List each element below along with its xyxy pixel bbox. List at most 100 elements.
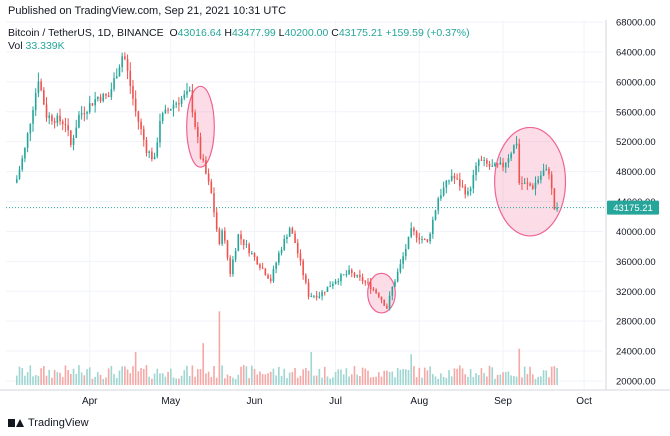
candle-body xyxy=(345,274,348,276)
volume-bar xyxy=(307,370,310,385)
candle-body xyxy=(456,178,458,180)
candle-body xyxy=(556,207,558,210)
candle-body xyxy=(361,277,364,282)
candle-body xyxy=(318,296,321,298)
candle-body xyxy=(94,99,96,106)
y-tick-label: 28000.00 xyxy=(616,317,656,328)
volume-bar xyxy=(496,374,499,385)
volume-bar xyxy=(105,377,107,385)
candle-body xyxy=(321,291,323,297)
volume-bar xyxy=(207,371,210,385)
volume-bar xyxy=(80,372,83,385)
volume-bar xyxy=(269,371,272,385)
volume-bar xyxy=(402,368,404,385)
y-tick-label: 48000.00 xyxy=(616,167,656,178)
volume-bar xyxy=(534,378,537,385)
candle-body xyxy=(186,91,188,95)
candle-body xyxy=(299,253,302,261)
volume-bar xyxy=(529,366,531,385)
volume-bar xyxy=(278,366,280,385)
brand-name: TradingView xyxy=(28,417,89,429)
published-text: Published on TradingView.com, Sep 21, 20… xyxy=(8,5,287,17)
candle-body xyxy=(380,296,383,301)
volume-bar xyxy=(377,372,380,385)
candle-body xyxy=(26,133,29,148)
volume-bar xyxy=(483,373,485,385)
candle-body xyxy=(137,111,140,122)
y-tick-label: 36000.00 xyxy=(616,257,656,268)
volume-bar xyxy=(521,377,523,385)
volume-bar xyxy=(43,366,45,385)
y-tick-label: 40000.00 xyxy=(616,227,656,238)
volume-bar xyxy=(215,377,218,385)
tradingview-logo[interactable]: TradingView xyxy=(8,417,89,429)
volume-bar xyxy=(548,377,550,385)
candle-body xyxy=(515,143,518,146)
candle-body xyxy=(24,147,26,159)
candle-body xyxy=(215,212,218,230)
volume-bar xyxy=(383,370,386,385)
candle-body xyxy=(43,90,45,105)
volume-bar xyxy=(110,365,113,385)
candle-body xyxy=(210,181,213,194)
volume-bar xyxy=(515,376,518,385)
y-tick-label: 64000.00 xyxy=(616,47,656,58)
x-tick-label: Jun xyxy=(246,396,262,407)
candle-body xyxy=(337,281,340,283)
candle-body xyxy=(399,263,402,272)
volume-bar xyxy=(237,374,240,385)
x-tick-label: May xyxy=(161,396,180,407)
volume-bar xyxy=(442,376,445,385)
volume-bar xyxy=(159,373,161,385)
volume-bar xyxy=(194,376,196,385)
highlight-ellipse xyxy=(494,126,567,237)
volume-bar xyxy=(97,372,99,385)
volume-bar xyxy=(288,372,291,385)
candle-body xyxy=(240,234,242,240)
candle-body xyxy=(488,163,491,167)
candle-body xyxy=(142,129,145,140)
volume-bar xyxy=(251,365,253,385)
volume-bar xyxy=(18,366,21,385)
candle-body xyxy=(48,115,51,118)
candle-body xyxy=(234,250,237,260)
candle-body xyxy=(242,239,245,245)
candle-body xyxy=(78,114,80,128)
candle-body xyxy=(15,179,18,183)
candle-body xyxy=(272,269,275,282)
volume-bar xyxy=(537,376,539,385)
volume-bar xyxy=(199,369,202,385)
candle-body xyxy=(53,121,56,123)
last-price-label: 43175.21 xyxy=(613,203,653,214)
volume-bar xyxy=(64,365,67,385)
volume-bar xyxy=(202,343,205,385)
volume-bar xyxy=(459,365,461,385)
y-tick-label: 24000.00 xyxy=(616,347,656,358)
candle-body xyxy=(64,124,67,126)
volume-bar xyxy=(421,377,423,385)
high-value: 43477.99 xyxy=(231,27,276,39)
candle-body xyxy=(477,159,480,166)
candle-body xyxy=(461,186,464,188)
candle-body xyxy=(540,175,542,180)
high-label: H xyxy=(224,27,232,39)
candle-body xyxy=(310,295,313,297)
candle-body xyxy=(404,248,407,257)
y-tick-label: 32000.00 xyxy=(616,287,656,298)
highlight-ellipse xyxy=(367,272,396,314)
volume-bar xyxy=(283,368,286,385)
candle-body xyxy=(180,98,183,105)
candle-body xyxy=(394,281,396,287)
candle-body xyxy=(248,244,250,254)
volume-bar xyxy=(61,377,64,385)
volume-bar xyxy=(45,375,48,385)
tradingview-logo-icon xyxy=(8,418,24,428)
volume-bar xyxy=(234,378,237,385)
candle-body xyxy=(72,137,75,145)
candle-body xyxy=(548,168,550,175)
candle-body xyxy=(421,239,423,241)
candle-body xyxy=(237,234,240,251)
volume-bar xyxy=(264,374,267,385)
volume-bar xyxy=(396,367,399,385)
